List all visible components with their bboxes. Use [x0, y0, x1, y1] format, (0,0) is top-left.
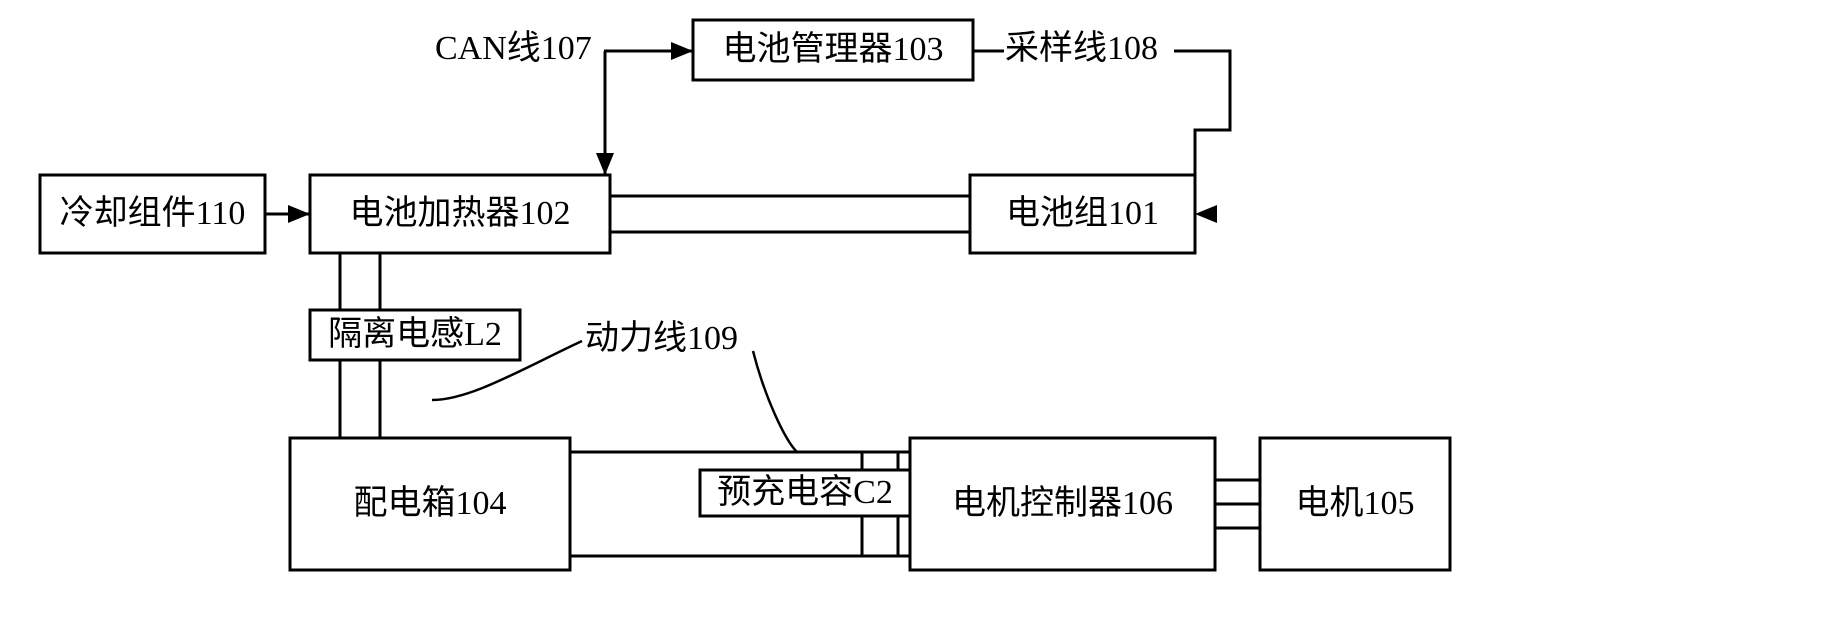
- node-label-bmgr_103: 电池管理器103: [723, 30, 944, 68]
- node-label-cooling_110: 冷却组件110: [60, 194, 246, 232]
- node-label-motor_105: 电机105: [1296, 484, 1415, 522]
- node-label-pack_101: 电池组101: [1006, 194, 1159, 232]
- label-sample_108: 采样线108: [1005, 29, 1158, 67]
- leader-power_leader_2: [753, 351, 797, 452]
- block-diagram: 冷却组件110 电池加热器102 电池组101 电池管理器103 隔离电感L2 配电箱10…: [0, 0, 1846, 638]
- node-label-mc_106: 电机控制器106: [952, 484, 1173, 522]
- label-can_107: CAN线107: [435, 29, 592, 67]
- label-power_109: 动力线109: [585, 319, 738, 357]
- node-label-pdu_104: 配电箱104: [354, 484, 507, 522]
- node-label-iso_L2: 隔离电感L2: [328, 315, 502, 353]
- node-label-heater_102: 电池加热器102: [350, 194, 571, 232]
- node-label-precharge_C2: 预充电容C2: [717, 473, 893, 511]
